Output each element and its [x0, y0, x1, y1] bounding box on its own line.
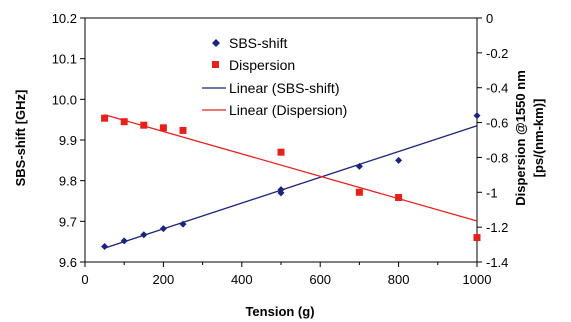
legend-label-dispersion-fit: Linear (Dispersion): [229, 102, 347, 118]
legend-label-dispersion: Dispersion: [229, 57, 295, 73]
dispersion-point: [473, 234, 481, 242]
dispersion-point: [120, 118, 128, 126]
legend: SBS-shift Dispersion Linear (SBS-shift) …: [202, 35, 347, 118]
y-right-tick-label: -0.6: [486, 116, 508, 131]
dispersion-point: [395, 194, 403, 202]
dispersion-point: [159, 124, 167, 132]
y-left-tick-label: 10.2: [52, 11, 77, 26]
y-right-tick-label: -1.2: [486, 220, 508, 235]
sbs-shift-point: [473, 112, 481, 120]
sbs-shift-point: [101, 243, 109, 251]
x-tick-label: 800: [388, 272, 410, 287]
dispersion-point: [355, 188, 363, 196]
legend-label-sbs-fit: Linear (SBS-shift): [229, 80, 339, 96]
y-left-tick-label: 9.6: [59, 255, 77, 270]
plot-frame: [84, 17, 478, 263]
y-axis-left-title: SBS-shift [GHz]: [13, 90, 28, 187]
dispersion-point: [140, 121, 148, 129]
plot-area: 0 200 400 600 800 1000 9.6 9.7 9.8 9.9 10.0 10.1 10.…: [52, 11, 509, 287]
dispersion-point: [179, 126, 187, 134]
dispersion-trendline: [104, 114, 478, 222]
legend-marker-sbs: [212, 39, 220, 47]
y-left-tick-label: 10.0: [52, 92, 77, 107]
x-tick-label: 600: [309, 272, 331, 287]
y-left-tick-label: 9.8: [59, 174, 77, 189]
x-tick-label: 0: [81, 272, 88, 287]
y-axis-right-title-line2: [ps/(nm-km)]: [531, 99, 546, 178]
sbs-shift-point: [395, 156, 403, 164]
y-left-tick-label: 10.1: [52, 52, 77, 67]
x-tick-label: 1000: [463, 272, 492, 287]
y-right-tick-label: -0.8: [486, 150, 508, 165]
sbs-shift-trendline: [104, 125, 478, 249]
y-right-tick-label: 0: [486, 11, 493, 26]
y-axis-right-title-line1: Dispersion @1550 nm: [513, 70, 528, 206]
y-right-tick-label: -0.4: [486, 81, 508, 96]
y-right-tick-label: -0.2: [486, 46, 508, 61]
y-right-tick-label: -1: [486, 185, 498, 200]
chart-marks: [101, 112, 481, 251]
x-axis-title: Tension (g): [245, 304, 314, 319]
dispersion-point: [277, 148, 285, 156]
y-right-tick-label: -1.4: [486, 255, 508, 270]
x-tick-label: 400: [231, 272, 253, 287]
y-left-tick-label: 9.7: [59, 214, 77, 229]
legend-label-sbs: SBS-shift: [229, 35, 287, 51]
dispersion-point: [101, 114, 109, 122]
y-left-tick-label: 9.9: [59, 133, 77, 148]
x-tick-label: 200: [153, 272, 175, 287]
legend-marker-dispersion: [212, 61, 219, 68]
